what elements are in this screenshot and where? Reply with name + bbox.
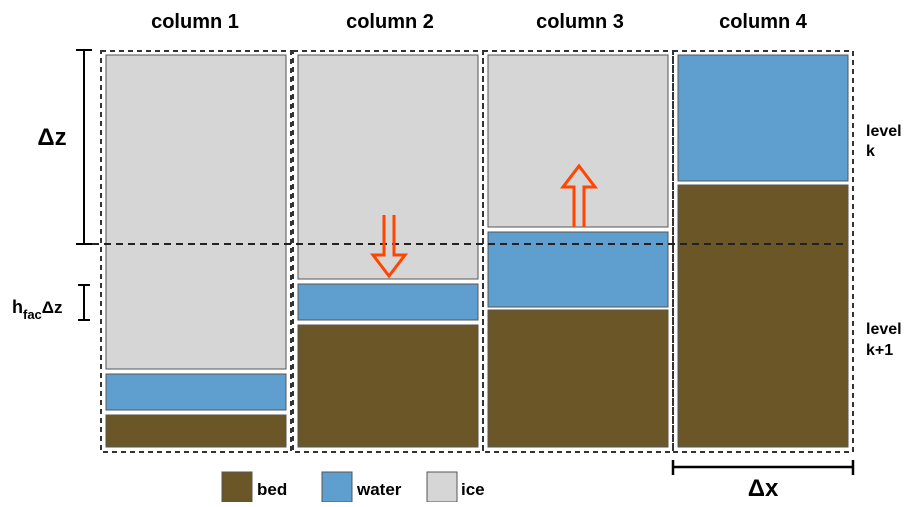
legend-ice-swatch <box>426 471 458 503</box>
column-1-bed <box>105 414 287 448</box>
column-1-ice <box>105 54 287 370</box>
column-2-title: column 2 <box>346 11 434 33</box>
delta-x-bracket <box>671 460 855 475</box>
legend-water-label: water <box>356 480 402 499</box>
legend: bed water ice <box>221 471 485 503</box>
up-arrow-icon <box>559 163 599 227</box>
hfac-bracket <box>78 284 90 321</box>
legend-bed-label: bed <box>257 480 287 499</box>
column-3-bed <box>487 309 669 448</box>
down-arrow-icon <box>369 215 409 279</box>
legend-ice-label: ice <box>461 480 485 499</box>
delta-z-bracket <box>76 49 92 245</box>
level-k-label-line2: k <box>866 143 875 160</box>
delta-x-label: Δx <box>748 475 779 502</box>
column-2-ice <box>297 54 479 280</box>
hfac-label: hfacΔz <box>12 297 63 322</box>
column-1-title: column 1 <box>151 11 239 33</box>
legend-bed-swatch <box>221 471 253 503</box>
column-1-outline <box>100 50 292 453</box>
column-1 <box>105 54 287 448</box>
column-4 <box>677 54 849 448</box>
column-1-water <box>105 373 287 411</box>
delta-z-label: Δz <box>37 124 66 151</box>
level-k1-label-line1: level <box>866 321 902 338</box>
column-4-outline <box>672 50 854 453</box>
column-2-bed <box>297 324 479 448</box>
level-k1-label-line2: k+1 <box>866 342 893 359</box>
column-4-water <box>677 54 849 182</box>
column-3 <box>487 54 669 448</box>
column-4-bed <box>677 184 849 448</box>
column-3-title: column 3 <box>536 11 624 33</box>
legend-water-swatch <box>321 471 353 503</box>
column-2-water <box>297 283 479 321</box>
level-k-label-line1: level <box>866 123 902 140</box>
column-3-outline <box>482 50 674 453</box>
column-4-title: column 4 <box>719 11 808 33</box>
column-3-ice <box>487 54 669 228</box>
column-2 <box>297 54 479 448</box>
